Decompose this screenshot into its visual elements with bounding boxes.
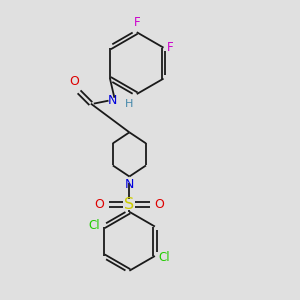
Text: O: O [154,198,164,211]
Text: F: F [167,41,174,54]
Text: O: O [70,75,80,88]
Text: N: N [108,94,118,107]
Text: Cl: Cl [89,219,100,232]
Text: Cl: Cl [158,251,170,264]
Text: S: S [124,197,134,212]
Text: N: N [125,178,134,191]
Text: F: F [134,16,140,29]
Text: O: O [94,198,104,211]
Text: H: H [125,99,133,109]
